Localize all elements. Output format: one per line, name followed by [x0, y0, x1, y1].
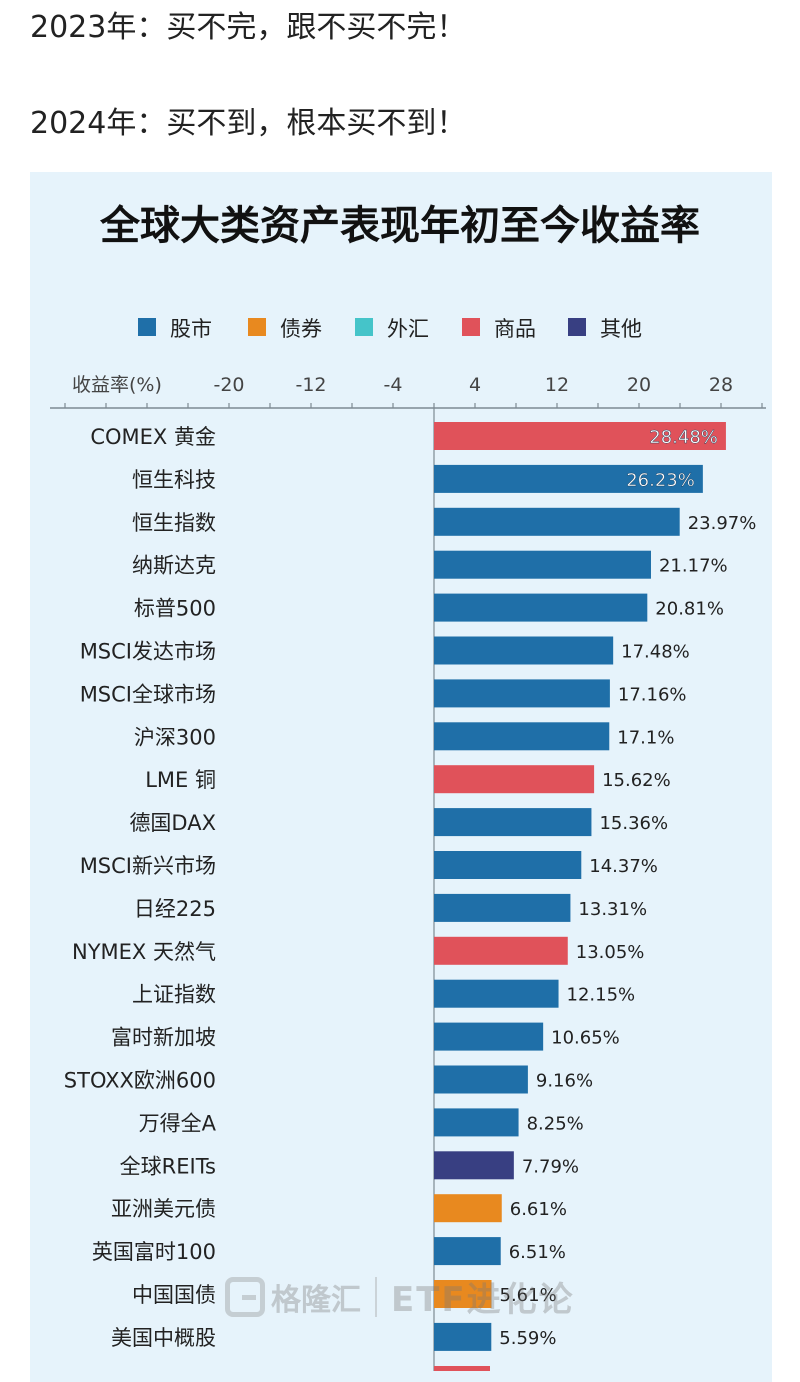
bar-category-label: 标普500 [134, 597, 216, 621]
bar-value-label: 15.36% [599, 813, 668, 834]
bar [434, 1280, 492, 1308]
post-text-line-2: 2024年：买不到，根本买不到！ [30, 106, 467, 141]
bar [434, 936, 568, 965]
bar-value-label: 5.61% [500, 1285, 557, 1306]
bar-category-label: 万得全A [139, 1111, 217, 1135]
chart-panel [30, 172, 772, 1382]
tick-label: 20 [627, 374, 651, 396]
bar-category-label: 上证指数 [132, 983, 216, 1007]
bar [434, 550, 651, 579]
legend-swatch [462, 318, 480, 336]
bar [434, 1108, 519, 1137]
bar-category-label: 富时新加坡 [111, 1026, 216, 1050]
bar-category-label: 美国中概股 [111, 1326, 216, 1350]
bar [434, 1322, 492, 1351]
tick-label: -12 [295, 374, 326, 396]
legend-swatch [138, 318, 156, 336]
bar-value-label: 5.59% [499, 1328, 556, 1349]
bar-value-label: 7.79% [522, 1156, 579, 1177]
bar-category-label: LME 铜 [145, 768, 216, 792]
bar-category-label: 英国富时100 [92, 1240, 216, 1264]
bar-category-label: MSCI发达市场 [80, 640, 216, 664]
bar [434, 808, 592, 837]
legend-swatch [568, 318, 586, 336]
bar-category-label: COMEX 黄金 [90, 425, 216, 449]
legend-label: 债券 [280, 317, 322, 341]
bar [434, 464, 703, 493]
post-text-line-1: 2023年：买不完，跟不买不完！ [30, 10, 467, 45]
bar-value-label: 6.61% [510, 1199, 567, 1220]
bar-value-label: 6.51% [509, 1242, 566, 1263]
bar [434, 979, 559, 1008]
bar-category-label: MSCI全球市场 [80, 682, 216, 706]
bar-value-label: 15.62% [602, 770, 671, 791]
bar-category-label: 日经225 [134, 897, 216, 921]
bar-value-label: 28.48% [649, 427, 718, 448]
bar-value-label: 14.37% [589, 856, 658, 877]
tick-label: 12 [545, 374, 569, 396]
bar [434, 722, 610, 751]
bar-value-label: 9.16% [536, 1071, 593, 1092]
bar-value-label: 12.15% [567, 985, 636, 1006]
bar [434, 507, 680, 536]
legend-label: 股市 [170, 317, 212, 341]
bar-value-label: 17.48% [621, 642, 690, 663]
bar-value-label: 13.31% [578, 899, 647, 920]
bar-category-label: NYMEX 天然气 [72, 940, 216, 964]
bar [434, 593, 648, 622]
legend-swatch [355, 318, 373, 336]
bar [434, 636, 614, 665]
bar [434, 1022, 544, 1051]
bar [434, 1065, 528, 1094]
legend-swatch [248, 318, 266, 336]
bar [434, 422, 726, 450]
bar-value-label: 23.97% [688, 513, 757, 534]
bar-value-label: 17.1% [617, 727, 674, 748]
bar [434, 679, 610, 708]
bar-category-label: 沪深300 [134, 725, 216, 749]
legend-label: 商品 [494, 317, 536, 341]
tick-label: 28 [709, 374, 733, 396]
bar-category-label: 恒生指数 [132, 511, 216, 535]
bar-category-label: 纳斯达克 [132, 554, 216, 578]
bar [434, 1194, 502, 1223]
bar-value-label: 20.81% [655, 599, 724, 620]
bar [434, 851, 582, 879]
tick-label: -4 [384, 374, 403, 396]
legend-label: 外汇 [387, 317, 429, 341]
bar-value-label: 26.23% [626, 470, 695, 491]
bar-category-label: MSCI新兴市场 [80, 854, 216, 878]
bar-category-label: 恒生科技 [132, 468, 216, 492]
tick-label: -20 [213, 374, 244, 396]
bar-value-label: 13.05% [576, 942, 645, 963]
bar [434, 1237, 501, 1266]
bar-value-label: 8.25% [527, 1113, 584, 1134]
bar-category-label: 全球REITs [120, 1154, 216, 1178]
legend-label: 其他 [600, 317, 642, 341]
bar-category-label: 中国国债 [132, 1283, 216, 1307]
bar-partial [434, 1366, 490, 1371]
bar [434, 765, 595, 794]
bar-category-label: STOXX欧洲600 [64, 1069, 216, 1093]
bar [434, 893, 571, 922]
bar-value-label: 17.16% [618, 684, 687, 705]
bar-category-label: 德国DAX [129, 811, 216, 835]
axis-label: 收益率(%) [72, 374, 162, 396]
bar [434, 1151, 514, 1180]
bar-value-label: 10.65% [551, 1028, 620, 1049]
bar-category-label: 亚洲美元债 [111, 1197, 216, 1221]
bar-value-label: 21.17% [659, 556, 728, 577]
chart-title: 全球大类资产表现年初至今收益率 [100, 203, 700, 249]
tick-label: 4 [469, 374, 481, 396]
